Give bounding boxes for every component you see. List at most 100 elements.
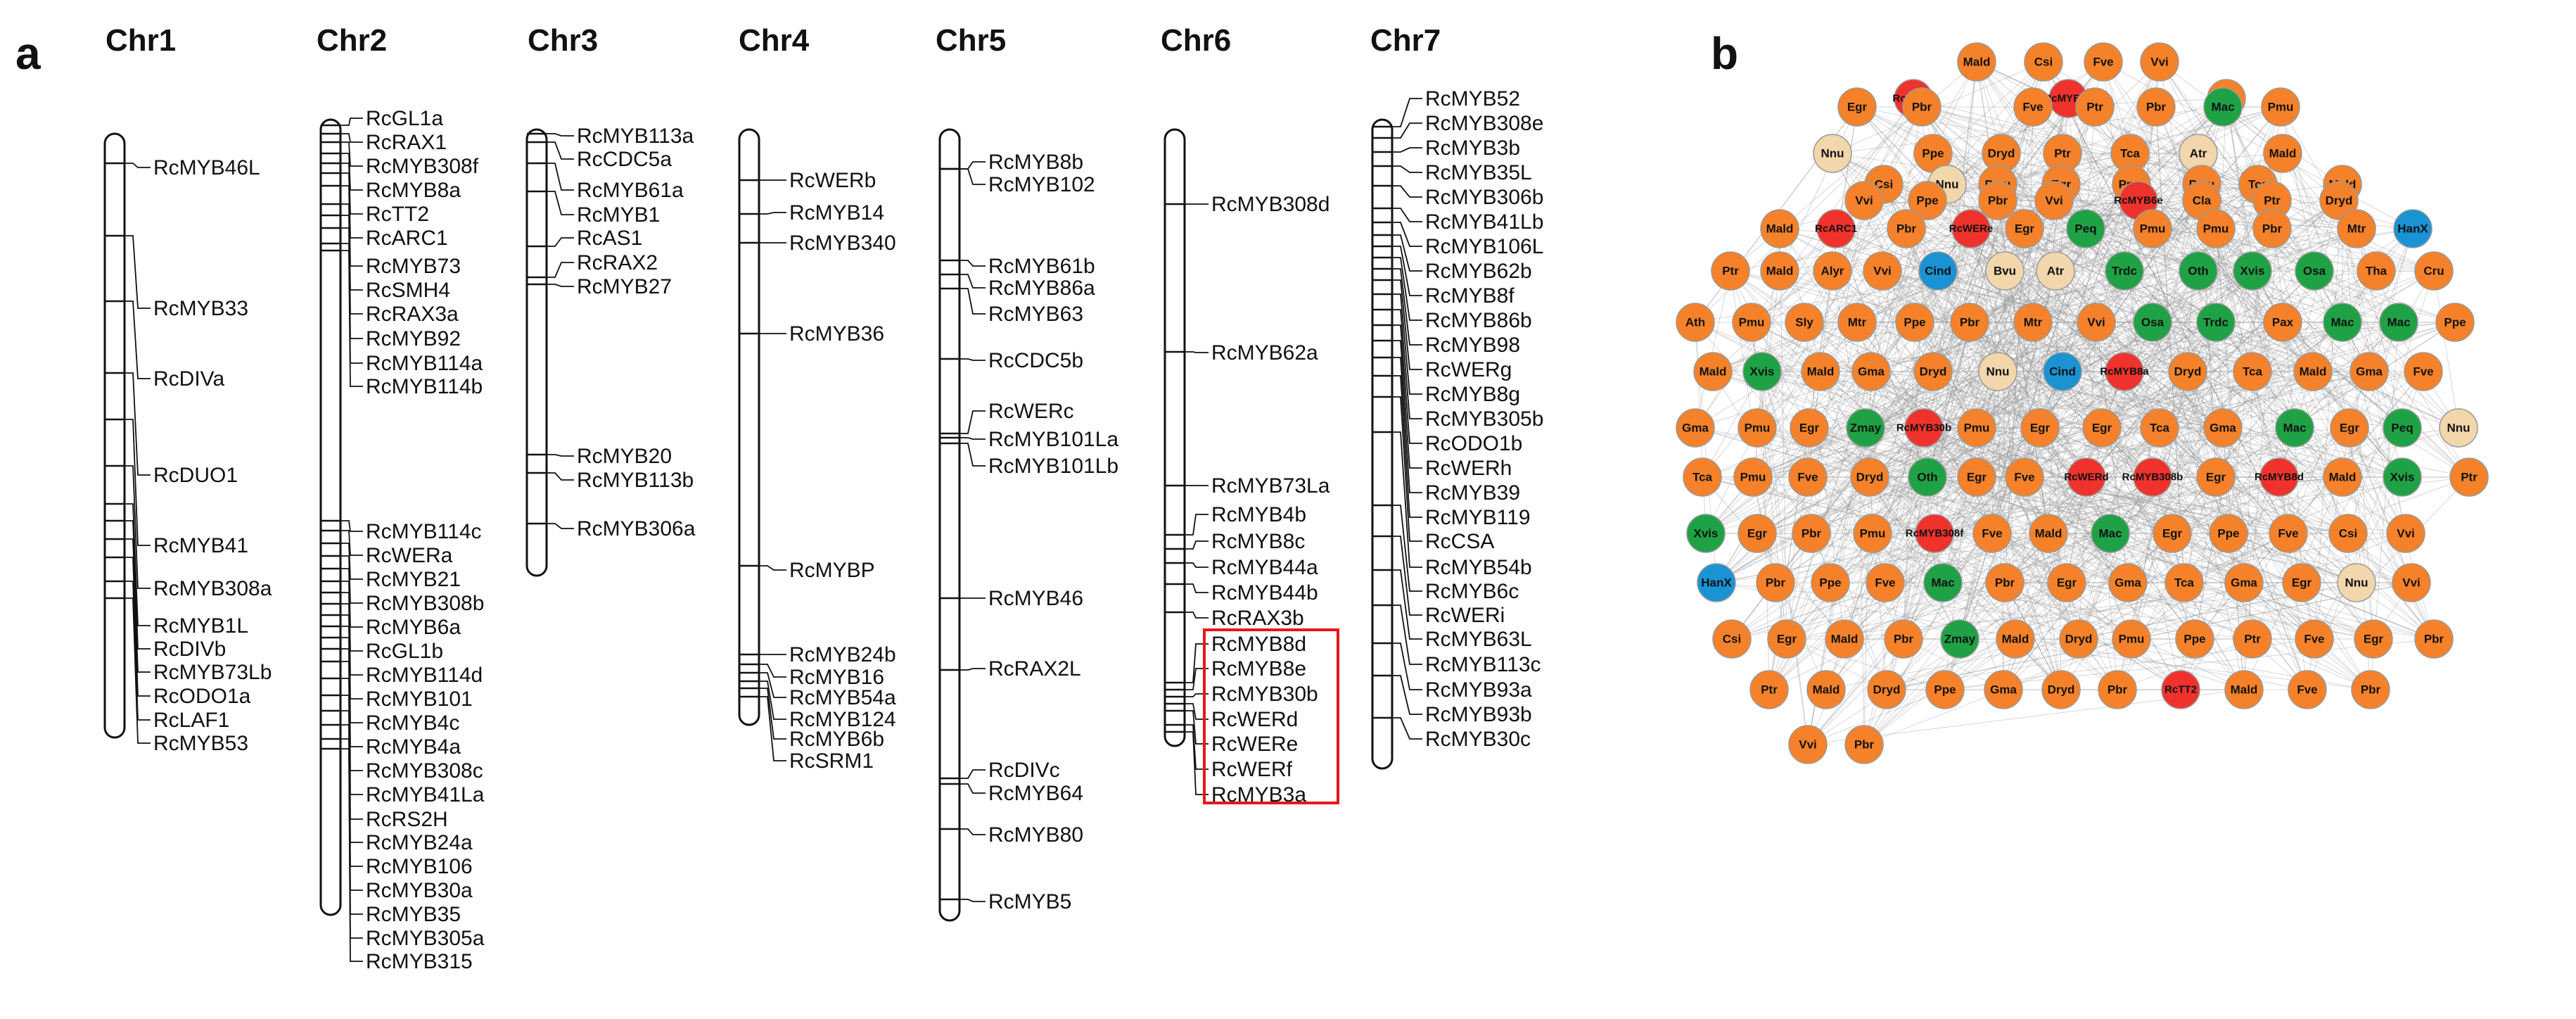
network-edge xyxy=(1865,371,2370,429)
node-label: Vvi xyxy=(1855,194,1873,208)
gene-label: RcMYB114b xyxy=(366,375,483,398)
gene-label: RcDUO1 xyxy=(153,464,238,487)
gene-leader-line xyxy=(340,678,363,843)
network-edge xyxy=(1716,582,2253,640)
network-edge xyxy=(2131,106,2224,185)
network-edge xyxy=(2024,200,2202,229)
gene-leader-line xyxy=(1392,431,1422,568)
node-circle xyxy=(2233,619,2272,659)
gene-leader-line xyxy=(1185,562,1209,568)
network-edge xyxy=(1872,533,2129,583)
network-node: Nnu xyxy=(1813,134,1852,173)
node-circle xyxy=(2233,251,2272,291)
gene-label: RcMYB119 xyxy=(1425,506,1531,529)
node-label: Ptr xyxy=(2086,101,2103,114)
node-label: Egr xyxy=(2206,471,2226,484)
network-edge xyxy=(1807,476,2118,690)
network-edge xyxy=(1751,322,1944,583)
chromosome-title: Chr1 xyxy=(106,23,176,58)
node-circle xyxy=(1711,251,1750,291)
network-node: Oth xyxy=(1908,457,1947,497)
network-edge xyxy=(2124,200,2340,372)
node-circle xyxy=(1915,514,1954,553)
network-edge xyxy=(1752,322,2097,478)
node-label: Xvis xyxy=(1750,365,1775,379)
network-node: Ppe xyxy=(1925,670,1965,709)
node-circle xyxy=(2269,514,2308,553)
network-edge xyxy=(2085,228,2217,323)
chromosome-title: Chr3 xyxy=(528,23,598,58)
node-label: Mald xyxy=(2035,527,2062,540)
node-label: Osa xyxy=(2141,316,2164,329)
node-label: Mtr xyxy=(1848,316,1867,329)
network-node: Pbr xyxy=(1887,209,1926,248)
node-circle xyxy=(2439,408,2478,448)
node-label: Egr xyxy=(1799,422,1820,435)
gene-leader-line xyxy=(340,710,363,891)
node-circle xyxy=(2034,181,2074,220)
network-edge xyxy=(2152,184,2343,478)
gene-leader-line xyxy=(340,748,363,962)
network-edge xyxy=(2003,270,2006,690)
network-edge xyxy=(1712,200,2202,372)
node-circle xyxy=(1790,408,1829,448)
gene-label: RcMYB315 xyxy=(366,950,473,973)
network-node: Vvi xyxy=(2077,303,2116,342)
node-label: Ptr xyxy=(1761,683,1778,697)
gene-leader-line xyxy=(1392,717,1422,740)
network-edge xyxy=(2048,371,2370,534)
node-circle xyxy=(2013,87,2053,127)
gene-label: RcMYB3b xyxy=(1425,137,1520,160)
network-edge xyxy=(2314,476,2403,640)
node-label: Pmu xyxy=(2140,222,2166,236)
node-circle xyxy=(2259,457,2299,497)
network-edge xyxy=(1756,533,2245,690)
network-edge xyxy=(1756,427,2349,534)
network-node: Pmu xyxy=(2196,209,2236,248)
gene-label: RcMYB36 xyxy=(789,322,884,346)
network-edge xyxy=(1807,689,1946,745)
node-label: Egr xyxy=(1747,527,1768,540)
gene-label: RcMYB21 xyxy=(366,568,461,591)
network-edge xyxy=(1809,427,2067,583)
gene-label: RcMYB308f xyxy=(366,155,479,178)
gene-label: RcMYB62a xyxy=(1211,341,1318,365)
gene-leader-line xyxy=(1392,268,1422,346)
network-edge xyxy=(1731,476,1977,640)
network-node: Fve xyxy=(1788,457,1828,497)
gene-label: RcMYB8b xyxy=(988,151,1083,174)
gene-label: RcMYBP xyxy=(789,559,875,582)
node-label: HanX xyxy=(2397,222,2428,236)
network-node: Vvi xyxy=(2392,563,2431,602)
network-node: Pbr xyxy=(2136,87,2176,127)
node-label: Egr xyxy=(2030,422,2051,435)
node-label: Fve xyxy=(1982,527,2002,540)
network-node: Mald xyxy=(2293,352,2333,391)
node-label: Pbr xyxy=(1802,527,1822,540)
network-edge xyxy=(1756,61,1977,429)
network-node: Egr xyxy=(2354,619,2393,659)
network-node: Xvis xyxy=(2383,457,2422,497)
gene-label: RcMYB73Lb xyxy=(153,661,272,684)
chromosome-title: Chr7 xyxy=(1370,23,1441,58)
network-node: Pbr xyxy=(2414,619,2454,659)
network-node: Dryd xyxy=(2168,352,2207,391)
network-node: Fve xyxy=(2288,670,2327,709)
gene-leader-line xyxy=(959,260,986,267)
node-circle xyxy=(2133,457,2172,497)
network-node: Pbr xyxy=(1985,563,2025,602)
gene-leader-line xyxy=(547,472,574,481)
network-edge xyxy=(2024,61,2160,478)
gene-leader-line xyxy=(1392,257,1422,321)
network-node: Mac xyxy=(2203,87,2243,127)
network-edge xyxy=(1883,184,1970,323)
network-node: Mac xyxy=(2275,408,2314,448)
node-label: Mald xyxy=(1807,365,1835,379)
gene-leader-line xyxy=(959,168,986,185)
network-node: Nnu xyxy=(2439,408,2478,448)
node-circle xyxy=(1844,181,1884,220)
gene-leader-line xyxy=(547,523,574,529)
node-label: Zmay xyxy=(1944,633,1976,646)
network-node: Gma xyxy=(2349,352,2389,391)
